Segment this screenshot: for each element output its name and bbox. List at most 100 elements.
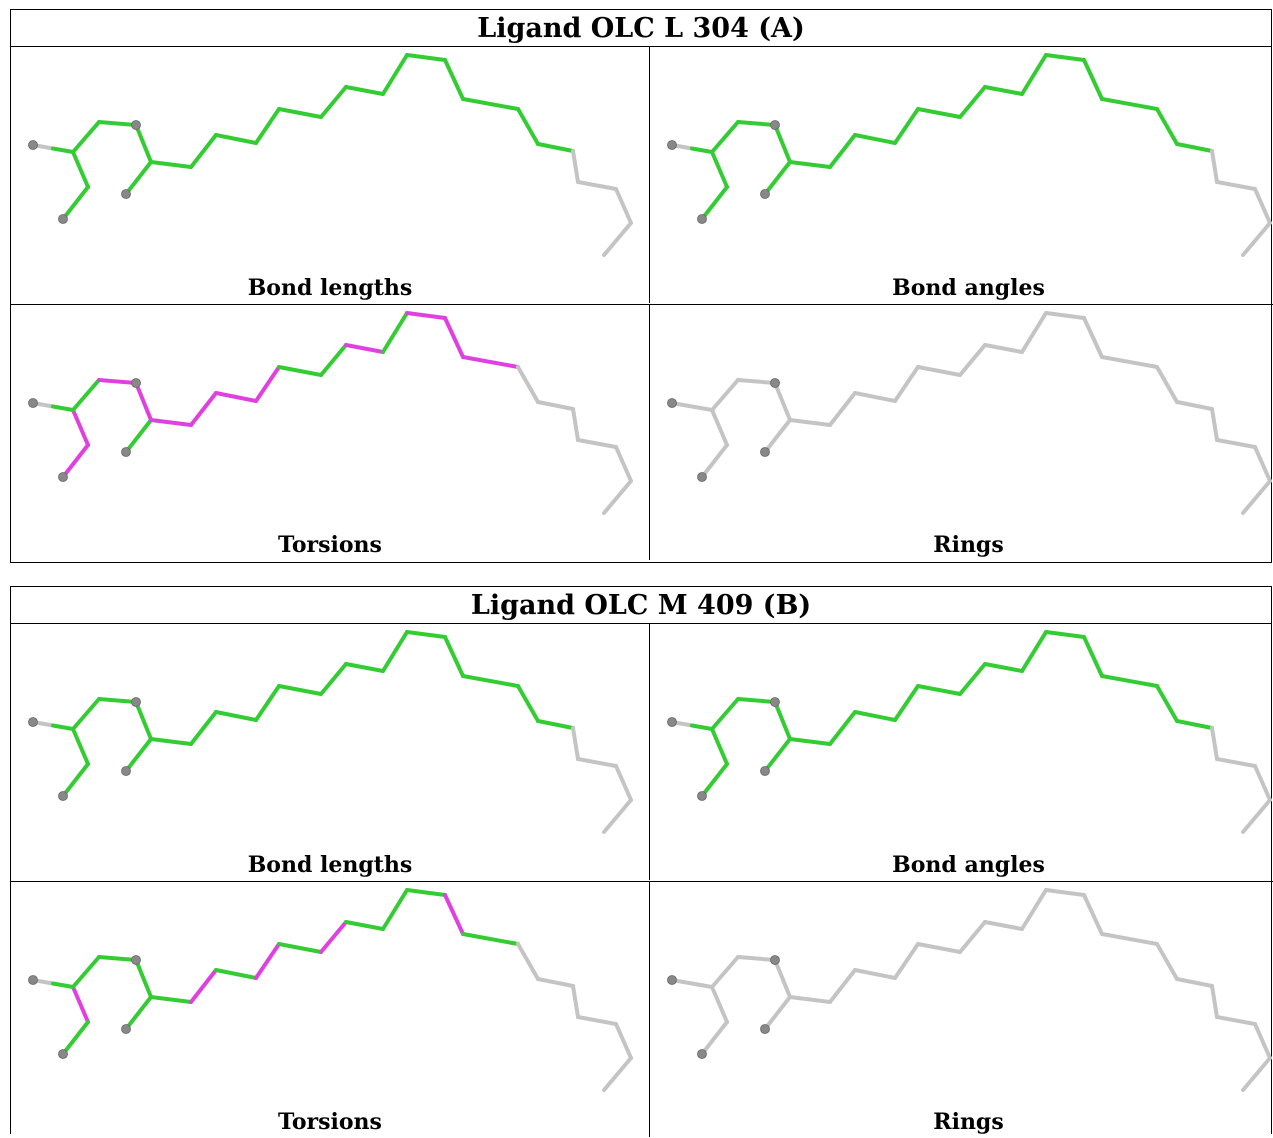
bond-segment — [536, 142, 575, 153]
bond-segment — [149, 418, 193, 427]
bond-segment — [1155, 942, 1179, 981]
bond-segment — [916, 365, 962, 377]
bond-segment — [602, 798, 633, 834]
bond-segment — [536, 719, 575, 730]
molecule-diagram — [28, 888, 633, 1092]
bond-segment — [254, 942, 281, 980]
bond-segment — [254, 107, 281, 145]
bond-segment — [319, 920, 348, 954]
bond-segment — [1082, 893, 1104, 936]
bond-segment — [461, 674, 520, 688]
view-label: Bond angles — [892, 275, 1045, 301]
bond-segment — [788, 160, 832, 169]
bond-segment — [602, 479, 633, 515]
bond-segment — [461, 932, 520, 946]
oxygen-atom — [770, 120, 780, 130]
bond-segment — [214, 133, 258, 145]
bond-segment — [736, 697, 777, 704]
bond-segment — [71, 150, 90, 189]
bond-segment — [1082, 316, 1104, 359]
bond-segment — [214, 710, 258, 722]
oxygen-atom — [121, 766, 131, 776]
bond-segment — [1100, 932, 1159, 946]
bond-segment — [958, 920, 987, 954]
bond-segment — [700, 1020, 729, 1056]
bond-segment — [983, 85, 1024, 96]
bond-segment — [958, 662, 987, 696]
molecule-diagram — [667, 53, 1272, 257]
bond-segment — [319, 662, 348, 696]
bond-segment — [1241, 1056, 1272, 1092]
bond-segment — [576, 438, 618, 449]
bond-segment — [61, 443, 90, 479]
bond-segment — [1215, 180, 1257, 191]
bond-segment — [51, 146, 75, 154]
bond-segment — [828, 133, 857, 169]
rings-view: Rings — [649, 304, 1273, 560]
bond-segment — [1020, 311, 1048, 354]
bond-segment — [736, 120, 777, 127]
bond-segment — [516, 684, 540, 723]
bond-segment — [614, 1022, 633, 1060]
bond-segment — [381, 888, 409, 931]
bond-segment — [189, 710, 218, 746]
bond-segment — [710, 985, 729, 1024]
bond-segment — [124, 418, 153, 454]
oxygen-atom — [58, 1049, 68, 1059]
bond-segment — [97, 697, 138, 704]
bond-segment — [1155, 365, 1179, 404]
bond-segment — [690, 146, 714, 154]
bond-segment — [614, 445, 633, 483]
ligand-title: Ligand OLC L 304 (A) — [11, 10, 1271, 47]
bond-segment — [149, 995, 193, 1004]
bond-segment — [277, 684, 323, 696]
oxygen-atom — [760, 766, 770, 776]
bond-segment — [1082, 635, 1104, 678]
oxygen-atom — [131, 955, 141, 965]
bond-segment — [1020, 53, 1048, 96]
bond-segment — [893, 365, 920, 403]
bond-segment — [1253, 764, 1272, 802]
bond-segment — [536, 400, 575, 411]
bond-segment — [536, 977, 575, 988]
bond-segment — [71, 955, 101, 989]
bond-segment — [788, 418, 832, 427]
oxygen-atom — [760, 447, 770, 457]
bond-segment — [916, 107, 962, 119]
oxygen-atom — [28, 975, 38, 985]
bond-segment — [254, 365, 281, 403]
bond-segment — [700, 443, 729, 479]
bond-segment — [1044, 53, 1086, 62]
bond-lengths-view: Bond lengths — [11, 624, 649, 880]
bond-segment — [763, 737, 792, 773]
oxygen-atom — [770, 378, 780, 388]
oxygen-atom — [121, 447, 131, 457]
bond-segment — [1044, 311, 1086, 320]
bond-segment — [1082, 58, 1104, 101]
oxygen-atom — [697, 1049, 707, 1059]
bond-segment — [405, 53, 447, 62]
bond-segment — [1253, 445, 1272, 483]
bond-segment — [670, 401, 714, 412]
bond-segment — [405, 311, 447, 320]
bond-segment — [893, 942, 920, 980]
bond-segment — [51, 981, 75, 989]
torsions-view: Torsions — [11, 304, 649, 560]
molecule-diagram — [667, 630, 1272, 834]
bond-segment — [763, 160, 792, 196]
bond-segment — [149, 737, 193, 746]
bond-segment — [71, 727, 90, 766]
bond-segment — [516, 942, 540, 981]
bond-segment — [916, 942, 962, 954]
bond-segment — [1175, 977, 1214, 988]
view-label: Rings — [933, 1109, 1004, 1135]
bond-segment — [710, 955, 740, 989]
bond-segment — [443, 316, 465, 359]
bond-segment — [71, 408, 90, 447]
molecule-diagram — [28, 630, 633, 834]
bond-segment — [214, 968, 258, 980]
ligand-panel-a: Ligand OLC L 304 (A) Bond lengths Bond a… — [10, 9, 1273, 563]
bond-segment — [1210, 407, 1219, 442]
bond-segment — [381, 53, 409, 96]
oxygen-atom — [58, 791, 68, 801]
